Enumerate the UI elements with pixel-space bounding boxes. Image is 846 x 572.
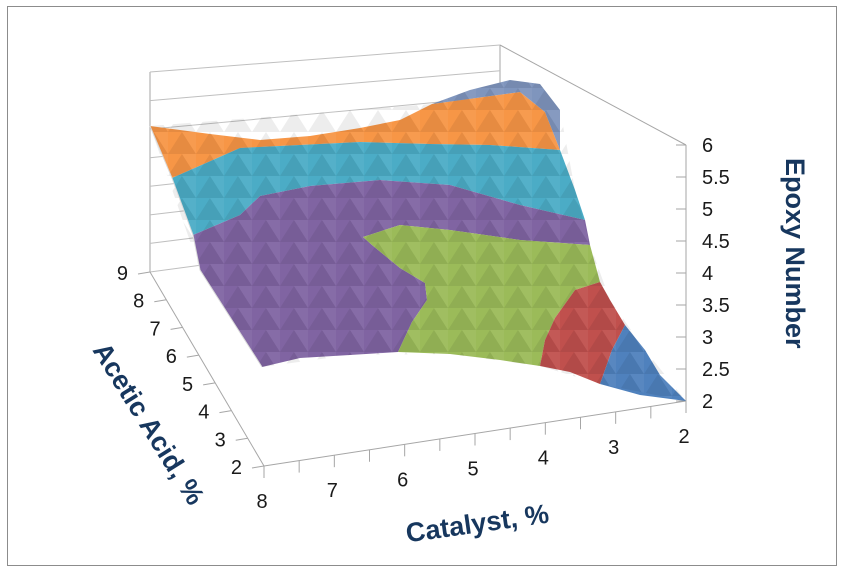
response-surface <box>149 80 686 401</box>
epoxy-tick-label: 2 <box>702 391 713 413</box>
acetic-acid-tick-label: 3 <box>215 429 226 451</box>
acetic-acid-tick-7 <box>170 326 183 330</box>
catalyst-tick-label: 3 <box>608 437 619 459</box>
x-axis-title: Catalyst, % <box>404 499 551 549</box>
surface-facets <box>150 80 686 401</box>
acetic-acid-tick-3 <box>235 437 248 441</box>
floor-edge-left <box>149 271 265 467</box>
acetic-acid-tick-label: 2 <box>231 457 242 479</box>
y-axis-title: Acetic Acid, % <box>87 337 211 510</box>
epoxy-tick-label: 5.5 <box>702 167 730 189</box>
back-gridline <box>149 44 501 73</box>
epoxy-tick-label: 6 <box>702 135 713 157</box>
epoxy-tick-label: 5 <box>702 199 713 221</box>
acetic-acid-tick-4 <box>219 410 232 414</box>
acetic-acid-tick-8 <box>154 299 167 303</box>
catalyst-tick-label: 6 <box>397 469 408 491</box>
epoxy-tick-label: 2.5 <box>702 359 730 381</box>
back-gridline <box>149 70 501 102</box>
acetic-acid-tick-label: 7 <box>149 318 160 340</box>
acetic-acid-tick-label: 9 <box>117 263 128 285</box>
catalyst-tick-label: 4 <box>538 448 549 470</box>
acetic-acid-tick-5 <box>203 382 216 386</box>
epoxy-tick-labels: 2 2.5 3 3.5 4 4.5 5 5.5 6 <box>702 135 730 413</box>
z-axis-title: Epoxy Number <box>780 158 810 349</box>
acetic-acid-tick-6 <box>186 354 199 358</box>
catalyst-tick-label: 2 <box>678 426 689 448</box>
acetic-acid-tick-marks <box>137 271 265 469</box>
top-edge-right <box>499 44 687 146</box>
acetic-acid-tick-9 <box>137 271 151 275</box>
epoxy-tick-label: 3.5 <box>702 295 730 317</box>
acetic-acid-tick-2 <box>251 465 265 469</box>
epoxy-tick-label: 4.5 <box>702 231 730 253</box>
acetic-acid-tick-label: 6 <box>166 346 177 368</box>
acetic-acid-tick-label: 5 <box>182 374 193 396</box>
surface-edge-left <box>149 125 263 368</box>
acetic-acid-tick-label: 4 <box>198 402 209 424</box>
catalyst-tick-label: 7 <box>327 480 338 502</box>
catalyst-tick-labels: 8 7 6 5 4 3 2 <box>256 426 689 513</box>
epoxy-tick-label: 3 <box>702 327 713 349</box>
epoxy-tick-marks <box>676 144 686 402</box>
catalyst-tick-marks <box>263 401 687 478</box>
epoxy-tick-label: 4 <box>702 263 713 285</box>
catalyst-tick-label: 5 <box>467 459 478 481</box>
acetic-acid-tick-label: 8 <box>133 291 144 313</box>
catalyst-tick-label: 8 <box>256 491 267 513</box>
